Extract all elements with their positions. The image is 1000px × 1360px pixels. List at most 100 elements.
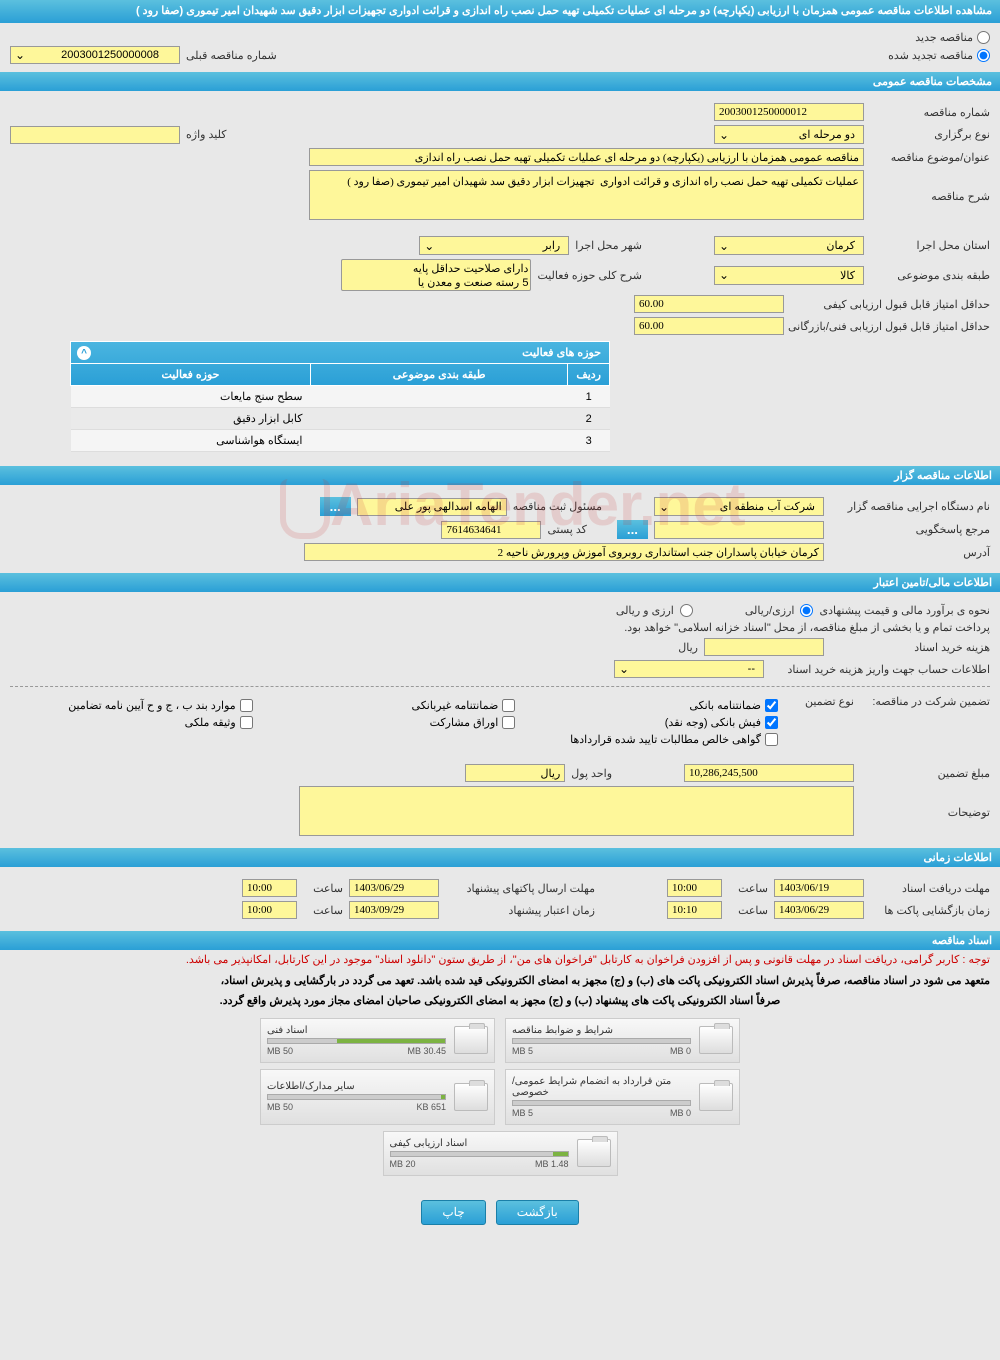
tender-no-label: شماره مناقصه <box>870 106 990 119</box>
keyword-label: کلید واژه <box>186 128 226 141</box>
amount-input[interactable] <box>684 764 854 782</box>
resp-lookup-button[interactable]: ... <box>320 497 351 516</box>
open-time[interactable] <box>667 901 722 919</box>
deadline-send-date[interactable] <box>349 879 439 897</box>
file-box[interactable]: اسناد فنی 30.45 MB 50 MB <box>260 1018 495 1063</box>
radio-new[interactable] <box>977 31 990 44</box>
field-label: شرح کلی حوزه فعالیت <box>537 269 642 282</box>
method-label: نحوه ی برآورد مالی و قیمت پیشنهادی <box>819 604 990 617</box>
doc-cost-input[interactable] <box>704 638 824 656</box>
resp-label: مسئول ثبت مناقصه <box>513 500 602 513</box>
subject-input[interactable] <box>309 148 864 166</box>
radio-rial-label: ارزی/ریالی <box>745 604 795 617</box>
file-title: اسناد فنی <box>267 1025 446 1036</box>
folder-icon <box>699 1083 733 1111</box>
deadline-send-time[interactable] <box>242 879 297 897</box>
section-time: مهلت دریافت اسناد ساعت مهلت ارسال پاکتها… <box>0 867 1000 931</box>
tender-no-input[interactable] <box>714 103 864 121</box>
postal-input[interactable] <box>441 521 541 539</box>
city-label: شهر محل اجرا <box>575 239 642 252</box>
collapse-icon[interactable]: ^ <box>77 346 91 360</box>
file-used: 0 MB <box>670 1108 691 1118</box>
file-box[interactable]: اسناد ارزیابی کیفی 1.48 MB20 MB <box>383 1131 618 1176</box>
file-total: 50 MB <box>267 1102 293 1112</box>
doc-cost-unit: ريال <box>678 641 698 654</box>
valid-time[interactable] <box>242 901 297 919</box>
cb-bonds[interactable] <box>502 716 515 729</box>
print-button[interactable]: چاپ <box>421 1200 485 1225</box>
cb-property[interactable] <box>240 716 253 729</box>
progress-bar <box>267 1038 446 1044</box>
cb-bank-guarantee[interactable] <box>765 699 778 712</box>
keyword-input[interactable] <box>10 126 180 144</box>
file-used: 1.48 MB <box>535 1159 569 1169</box>
col-cat: طبقه بندی موضوعی <box>310 364 567 386</box>
cb-contracts[interactable] <box>765 733 778 746</box>
cat-dropdown[interactable]: کالا <box>714 266 864 285</box>
file-box[interactable]: شرایط و ضوابط مناقصه 0 MB5 MB <box>505 1018 740 1063</box>
account-dropdown[interactable]: -- <box>614 660 764 678</box>
prev-tender-dropdown[interactable]: 2003001250000008 <box>10 46 180 64</box>
field-select[interactable]: دارای صلاحیت حداقل پایه 5 رسته صنعت و مع… <box>341 259 531 291</box>
file-title: متن قرارداد به انضمام شرایط عمومی/خصوصی <box>512 1076 691 1098</box>
col-row: ردیف <box>568 364 610 386</box>
desc-label: شرح مناقصه <box>870 170 990 203</box>
city-dropdown[interactable]: رابر <box>419 236 569 255</box>
file-box[interactable]: متن قرارداد به انضمام شرایط عمومی/خصوصی … <box>505 1069 740 1125</box>
footer-buttons: بازگشت چاپ <box>0 1190 1000 1235</box>
radio-forex[interactable] <box>680 604 693 617</box>
back-button[interactable]: بازگشت <box>496 1200 579 1225</box>
payment-note: پرداخت تمام و یا بخشی از مبلغ مناقصه، از… <box>624 621 990 634</box>
org-dropdown[interactable]: شرکت آب منطقه ای <box>654 497 824 516</box>
radio-renewed[interactable] <box>977 49 990 62</box>
contact-input[interactable] <box>654 521 824 539</box>
score2-label: حداقل امتیاز قابل قبول ارزیابی فنی/بازرگ… <box>790 320 990 333</box>
desc-textarea[interactable] <box>309 170 864 220</box>
open-label: زمان بازگشایی پاکت ها <box>870 904 990 917</box>
file-used: 30.45 MB <box>407 1046 446 1056</box>
radio-rial[interactable] <box>800 604 813 617</box>
file-box[interactable]: سایر مدارک/اطلاعات 651 KB50 MB <box>260 1069 495 1125</box>
address-input[interactable] <box>304 543 824 561</box>
contact-lookup-button[interactable]: ... <box>617 520 648 539</box>
org-label: نام دستگاه اجرایی مناقصه گزار <box>830 500 990 513</box>
valid-date[interactable] <box>349 901 439 919</box>
progress-bar <box>390 1151 569 1157</box>
resp-input[interactable] <box>357 498 507 516</box>
table-row: 3ایستگاه هواشناسی <box>71 430 610 452</box>
radio-new-label: مناقصه جدید <box>915 31 973 44</box>
notes-label: توضیحات <box>860 786 990 819</box>
province-dropdown[interactable]: کرمان <box>714 236 864 255</box>
table-row: 1سطح سنج مایعات <box>71 386 610 408</box>
amount-label: مبلغ تضمین <box>860 767 990 780</box>
unit-input[interactable] <box>465 764 565 782</box>
guarantee-type-label: نوع تضمین <box>784 695 854 708</box>
score1-input[interactable] <box>634 295 784 313</box>
score2-input[interactable] <box>634 317 784 335</box>
province-label: استان محل اجرا <box>870 239 990 252</box>
notes-textarea[interactable] <box>299 786 854 836</box>
cb-items-bjh[interactable] <box>240 699 253 712</box>
deadline-doc-date[interactable] <box>774 879 864 897</box>
deadline-doc-time[interactable] <box>667 879 722 897</box>
activity-table: حوزه های فعالیت ^ ردیف طبقه بندی موضوعی … <box>70 341 610 452</box>
guarantee-label: تضمین شرکت در مناقصه: <box>860 695 990 708</box>
section-docs-header: اسناد مناقصه <box>0 931 1000 950</box>
folder-icon <box>454 1026 488 1054</box>
deadline-doc-label: مهلت دریافت اسناد <box>870 882 990 895</box>
file-total: 50 MB <box>267 1046 293 1056</box>
file-title: اسناد ارزیابی کیفی <box>390 1138 569 1149</box>
address-label: آدرس <box>830 546 990 559</box>
section-general-header: مشخصات مناقصه عمومی <box>0 72 1000 91</box>
contact-label: مرجع پاسخگویی <box>830 523 990 536</box>
open-date[interactable] <box>774 901 864 919</box>
section-financial-header: اطلاعات مالی/تامین اعتبار <box>0 573 1000 592</box>
docs-notice: توجه : کاربر گرامی، دریافت اسناد در مهلت… <box>0 950 1000 971</box>
folder-icon <box>699 1026 733 1054</box>
type-dropdown[interactable]: دو مرحله ای <box>714 125 864 144</box>
cb-cash[interactable] <box>765 716 778 729</box>
section-time-header: اطلاعات زمانی <box>0 848 1000 867</box>
deadline-send-label: مهلت ارسال پاکتهای پیشنهاد <box>445 882 595 895</box>
cb-nonbank[interactable] <box>502 699 515 712</box>
folder-icon <box>454 1083 488 1111</box>
